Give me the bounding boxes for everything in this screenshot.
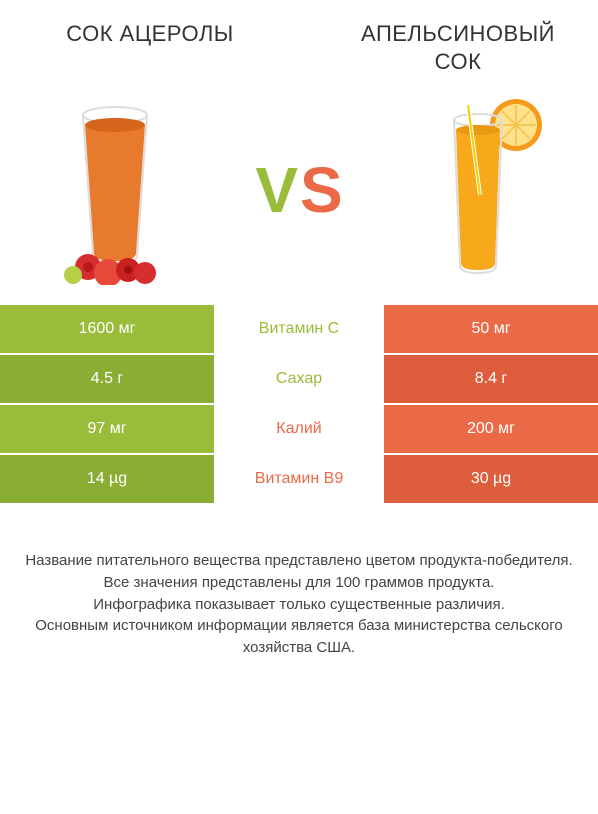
footer-notes: Название питательного вещества представл… [0,505,598,659]
value-left: 97 мг [0,405,214,453]
vs-label: V S [255,153,342,227]
nutrient-name: Сахар [214,355,384,403]
footer-line: Инфографика показывает только существенн… [20,594,578,616]
table-row: 1600 мгВитамин C50 мг [0,305,598,355]
value-right: 50 мг [384,305,598,353]
nutrient-name: Витамин B9 [214,455,384,503]
table-row: 14 µgВитамин B930 µg [0,455,598,505]
title-left: СОК АЦЕРОЛЫ [30,20,270,75]
value-right: 30 µg [384,455,598,503]
value-left: 14 µg [0,455,214,503]
footer-line: Все значения представлены для 100 граммо… [20,572,578,594]
footer-line: Название питательного вещества представл… [20,550,578,572]
vs-s: S [300,153,343,227]
title-right: АПЕЛЬСИНОВЫЙ СОК [338,20,578,75]
acerola-juice-image [40,95,190,285]
nutrient-name: Калий [214,405,384,453]
header-row: СОК АЦЕРОЛЫ АПЕЛЬСИНОВЫЙ СОК [0,0,598,85]
comparison-table: 1600 мгВитамин C50 мг4.5 гСахар8.4 г97 м… [0,305,598,505]
value-right: 200 мг [384,405,598,453]
value-right: 8.4 г [384,355,598,403]
value-left: 1600 мг [0,305,214,353]
table-row: 97 мгКалий200 мг [0,405,598,455]
table-row: 4.5 гСахар8.4 г [0,355,598,405]
value-left: 4.5 г [0,355,214,403]
vs-v: V [255,153,298,227]
footer-line: Основным источником информации является … [20,615,578,659]
orange-juice-image [408,95,558,285]
nutrient-name: Витамин C [214,305,384,353]
images-row: V S [0,85,598,305]
